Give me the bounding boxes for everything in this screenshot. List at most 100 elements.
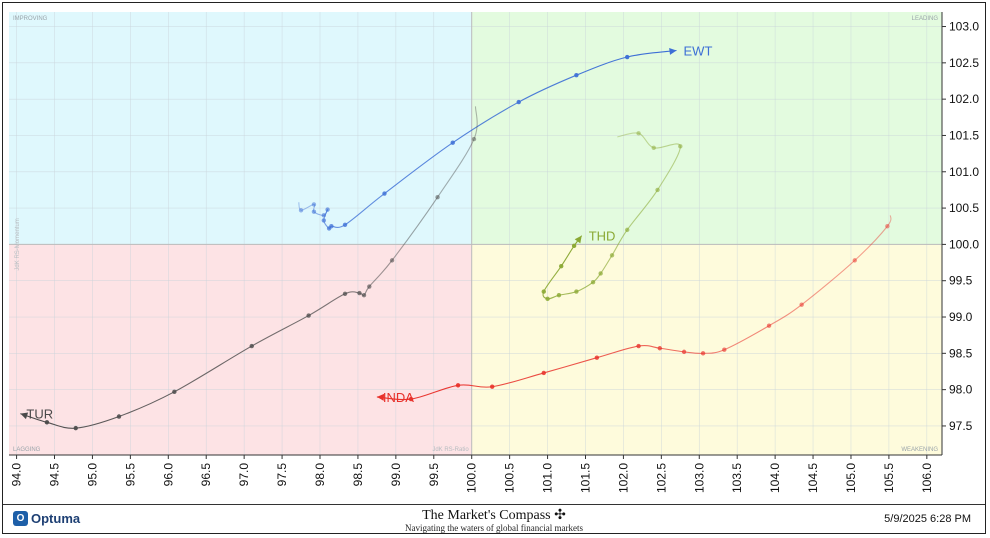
point-thd (609, 253, 615, 258)
x-tick-label: 94.5 (48, 463, 62, 487)
rrg-chart: IMPROVING LEADING LAGGING WEAKENING JdK RS-M… (9, 12, 979, 493)
series-segment-tur (308, 293, 346, 317)
series-segment-tur (75, 415, 120, 429)
series-segment-inda (768, 304, 803, 327)
y-tick-label: 100.0 (949, 237, 979, 251)
point-inda (489, 384, 495, 389)
footer-timestamp: 5/9/2025 6:28 PM (884, 513, 971, 525)
label-tur: TUR (26, 407, 53, 422)
point-thd (574, 289, 579, 294)
y-tick-label: 100.5 (949, 201, 979, 215)
x-tick-label: 103.0 (692, 463, 706, 493)
point-inda (594, 355, 600, 360)
footer-title-block: The Market's Compass ✣ Navigating the wa… (3, 507, 985, 533)
series-segment-inda (801, 259, 856, 306)
series-segment-ewt (576, 56, 628, 76)
point-tur (361, 293, 367, 298)
quadrant-weakening (471, 244, 942, 455)
series-segment-inda (596, 345, 639, 359)
quadrant-improving (9, 12, 472, 245)
x-tick-label: 95.0 (85, 463, 99, 487)
series-segment-thd (657, 146, 681, 191)
point-ewt (298, 208, 304, 213)
point-thd (655, 187, 660, 193)
y-axis-title: JdK RS-Momentum (15, 218, 21, 270)
x-tick-label: 105.0 (844, 463, 858, 493)
arrowhead-thd (574, 235, 582, 244)
series-tur: TUR (20, 106, 478, 431)
series-segment-inda (886, 215, 892, 227)
point-thd (556, 293, 562, 298)
series-segment-tur (174, 345, 253, 393)
series-segment-tur (46, 421, 76, 429)
quadrant-label-lagging: LAGGING (13, 447, 41, 453)
point-thd (571, 243, 577, 249)
point-ewt (574, 72, 579, 78)
point-thd (559, 263, 564, 269)
y-tick-label: 101.0 (949, 165, 979, 179)
point-inda (722, 347, 727, 352)
point-inda (681, 349, 687, 355)
point-ewt (516, 99, 521, 105)
point-inda (700, 351, 706, 356)
x-axis-title: JdK RS-Ratio (432, 447, 469, 453)
point-tur (389, 258, 395, 263)
x-tick-label: 96.0 (161, 463, 175, 487)
point-thd (651, 145, 656, 151)
point-inda (455, 383, 461, 388)
series-segment-thd (617, 132, 639, 138)
y-tick-label: 99.0 (949, 310, 973, 324)
x-tick-label: 97.0 (237, 463, 251, 487)
series-segment-ewt (518, 74, 577, 103)
point-tur (357, 290, 362, 296)
y-tick-label: 102.0 (949, 92, 979, 106)
label-ewt: EWT (684, 43, 713, 58)
quadrant-label-improving: IMPROVING (13, 16, 48, 22)
point-tur (73, 425, 78, 431)
point-tur (172, 389, 177, 395)
point-inda (408, 396, 414, 402)
point-inda (541, 370, 546, 376)
x-tick-label: 104.0 (768, 463, 782, 493)
optuma-brand: O Optuma (13, 511, 80, 526)
series-segment-thd (626, 189, 659, 231)
x-tick-label: 101.0 (541, 463, 555, 493)
point-ewt (311, 202, 317, 207)
series-segment-tur (391, 196, 439, 261)
point-inda (657, 346, 663, 351)
point-thd (598, 271, 603, 276)
point-tur (306, 313, 311, 318)
series-segment-ewt (298, 202, 302, 211)
series-segment-ewt (344, 193, 385, 226)
series-segment-inda (854, 225, 888, 261)
point-tur (342, 291, 348, 296)
point-ewt (325, 207, 330, 212)
series-segment-inda (492, 372, 544, 388)
y-tick-label: 102.5 (949, 56, 979, 70)
brand-name: Optuma (31, 511, 81, 526)
footer-title: The Market's Compass ✣ (422, 508, 566, 523)
x-tick-label: 97.5 (275, 463, 289, 487)
x-tick-label: 102.0 (616, 463, 630, 493)
x-tick-label: 100.0 (465, 463, 479, 493)
point-tur (249, 343, 254, 349)
y-tick-label: 98.0 (949, 383, 973, 397)
y-tick-label: 103.0 (949, 20, 979, 34)
arrowhead-tur (20, 412, 29, 420)
footer-subtitle: Navigating the waters of global financia… (405, 523, 583, 533)
series-segment-tur (118, 391, 175, 418)
quadrant-leading (471, 12, 942, 245)
label-thd: THD (589, 229, 616, 244)
point-thd (678, 144, 683, 149)
point-thd (590, 279, 596, 285)
x-tick-label: 102.5 (654, 463, 668, 493)
quadrant-label-leading: LEADING (912, 16, 939, 22)
x-tick-label: 100.5 (503, 463, 517, 493)
point-inda (636, 343, 641, 349)
point-thd (545, 296, 550, 302)
point-ewt (382, 191, 387, 196)
x-tick-label: 96.5 (199, 463, 213, 487)
point-thd (625, 227, 630, 233)
quadrant-label-weakening: WEAKENING (901, 447, 938, 453)
point-ewt (625, 54, 630, 60)
